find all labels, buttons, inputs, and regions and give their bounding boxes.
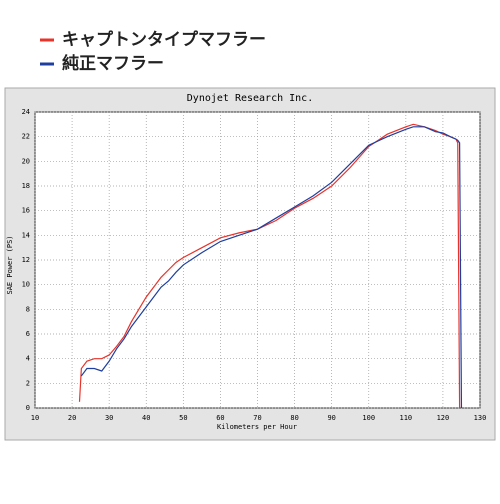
x-tick-label: 40	[142, 414, 150, 422]
y-tick-label: 8	[26, 305, 30, 313]
x-tick-label: 100	[362, 414, 375, 422]
x-tick-label: 10	[31, 414, 39, 422]
x-tick-label: 60	[216, 414, 224, 422]
x-tick-label: 110	[400, 414, 413, 422]
legend-label: キャプトンタイプマフラー	[62, 29, 266, 50]
x-tick-label: 80	[290, 414, 298, 422]
y-tick-label: 20	[22, 157, 30, 165]
x-tick-label: 130	[474, 414, 487, 422]
y-tick-label: 6	[26, 330, 30, 338]
y-tick-label: 2	[26, 379, 30, 387]
chart-title: Dynojet Research Inc.	[187, 93, 313, 104]
x-tick-label: 30	[105, 414, 113, 422]
x-tick-label: 50	[179, 414, 187, 422]
y-tick-label: 14	[22, 231, 30, 239]
x-tick-label: 20	[68, 414, 76, 422]
x-tick-label: 70	[253, 414, 261, 422]
data-line	[80, 126, 463, 409]
y-tick-label: 16	[22, 207, 30, 215]
x-axis-label: Kilometers per Hour	[217, 423, 297, 431]
y-tick-label: 24	[22, 108, 30, 116]
x-tick-label: 90	[327, 414, 335, 422]
y-tick-label: 12	[22, 256, 30, 264]
y-tick-label: 0	[26, 404, 30, 412]
legend-label: 純正マフラー	[62, 53, 164, 74]
y-tick-label: 22	[22, 133, 30, 141]
y-tick-label: 18	[22, 182, 30, 190]
y-tick-label: 10	[22, 281, 30, 289]
x-tick-label: 120	[437, 414, 450, 422]
y-axis-label: SAE Power (PS)	[6, 235, 14, 294]
y-tick-label: 4	[26, 355, 30, 363]
